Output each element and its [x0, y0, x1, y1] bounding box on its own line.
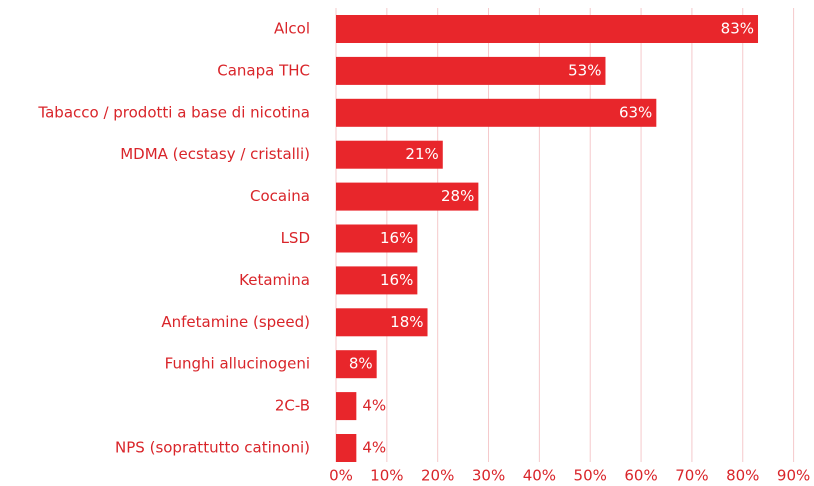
x-tick-label: 50% [574, 467, 607, 485]
bar [336, 434, 357, 462]
bar [336, 224, 418, 253]
value-label: 4% [362, 397, 386, 415]
category-label: LSD [281, 229, 310, 247]
value-label: 16% [380, 271, 413, 289]
value-label: 16% [380, 229, 413, 247]
category-label: 2C-B [275, 397, 310, 415]
x-tick-label: 0% [329, 467, 353, 485]
category-label: Cocaina [250, 187, 310, 205]
x-tick-label: 40% [523, 467, 556, 485]
bar [336, 98, 657, 127]
value-label: 8% [349, 355, 373, 373]
x-tick-label: 60% [624, 467, 657, 485]
category-label: Ketamina [239, 271, 310, 289]
category-label: Alcol [274, 20, 310, 38]
category-label: Canapa THC [217, 61, 310, 79]
bar [336, 15, 759, 43]
category-label: Tabacco / prodotti a base di nicotina [37, 103, 310, 121]
bar [336, 266, 418, 295]
x-tick-label: 20% [421, 467, 454, 485]
bar [336, 56, 606, 85]
bar [336, 392, 357, 421]
bar [336, 308, 428, 337]
bar [336, 182, 479, 211]
category-label: Anfetamine (speed) [161, 313, 310, 331]
value-label: 4% [362, 439, 386, 457]
bar [336, 140, 443, 169]
value-label: 83% [721, 20, 754, 38]
category-label: MDMA (ecstasy / cristalli) [120, 145, 310, 163]
category-label: Funghi allucinogeni [165, 355, 310, 373]
category-label: NPS (soprattutto catinoni) [115, 439, 310, 457]
x-tick-label: 10% [370, 467, 403, 485]
bar [336, 350, 377, 379]
x-tick-label: 30% [472, 467, 505, 485]
value-label: 53% [568, 61, 601, 79]
value-label: 28% [441, 187, 474, 205]
value-label: 18% [390, 313, 423, 331]
x-tick-label: 70% [675, 467, 708, 485]
x-tick-label: 80% [726, 467, 759, 485]
value-label: 63% [619, 103, 652, 121]
value-label: 21% [405, 145, 438, 163]
x-tick-label: 90% [777, 467, 810, 485]
